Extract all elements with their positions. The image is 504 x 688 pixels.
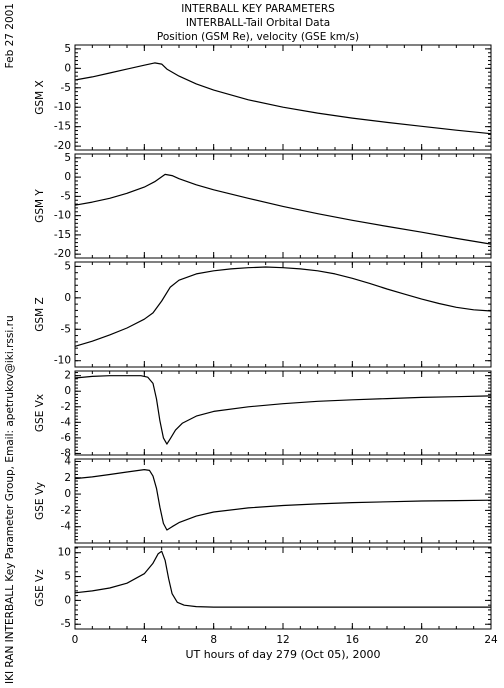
y-tick-label: 4 [64,455,71,467]
y-tick-label: 0 [64,292,71,304]
y-tick-label: 5 [64,152,71,164]
y-tick-label: -15 [54,121,71,133]
y-tick-label: -15 [54,229,71,241]
y-tick-label: -2 [61,504,71,516]
y-axis-label: GSE Vx [34,394,46,432]
y-tick-label: 2 [64,472,71,484]
x-tick-label: 0 [72,634,79,646]
y-tick-label: -10 [54,355,71,367]
y-axis-label: GSM Z [34,297,46,331]
y-tick-label: -4 [61,521,72,533]
panel-frame [74,370,492,456]
x-tick-label: 12 [276,634,289,646]
x-tick-label: 8 [210,634,217,646]
panel-frame [74,546,492,630]
y-tick-label: 5 [64,260,71,272]
y-tick-label: 0 [64,594,71,606]
y-tick-label: 10 [58,547,71,559]
title-line-2: INTERBALL-Tail Orbital Data [186,17,330,29]
y-tick-label: -5 [61,323,71,335]
x-tick-label: 16 [346,634,360,646]
series-line [74,375,492,445]
series-line [74,173,492,245]
y-tick-label: 0 [64,385,71,397]
y-tick-label: -5 [61,190,71,202]
panel-frame [74,44,492,151]
y-tick-label: 5 [64,43,71,55]
y-tick-label: -10 [54,101,71,113]
title-line-3: Position (GSM Re), velocity (GSE km/s) [157,31,359,43]
y-tick-label: -5 [61,618,71,630]
y-axis-label: GSM Y [34,189,46,223]
y-tick-label: 0 [64,171,71,183]
y-tick-label: -8 [61,447,71,459]
y-tick-label: 0 [64,488,71,500]
series-line [74,62,492,135]
x-axis-label: UT hours of day 279 (Oct 05), 2000 [185,648,380,661]
y-tick-label: 5 [64,571,71,583]
y-axis-label: GSM X [34,80,46,114]
y-tick-label: -10 [54,210,71,222]
y-tick-label: -20 [54,140,71,152]
title-line-1: INTERBALL KEY PARAMETERS [181,3,335,15]
x-tick-label: 20 [415,634,428,646]
series-line [74,266,492,347]
panel-frame [74,261,492,368]
y-tick-label: -4 [61,416,72,428]
series-line [74,469,492,531]
x-tick-label: 4 [141,634,148,646]
x-tick-label: 24 [484,634,498,646]
y-tick-label: 2 [64,370,71,382]
credit-label: IKI RAN INTERBALL Key Parameter Group, E… [4,315,16,684]
y-tick-label: 0 [64,62,71,74]
y-axis-label: GSE Vz [34,569,46,607]
series-line [74,550,491,608]
y-tick-label: -2 [61,401,71,413]
date-label: Feb 27 2001 [4,3,16,68]
y-tick-label: -5 [61,82,71,94]
y-axis-label: GSE Vy [34,482,46,520]
y-tick-label: -20 [54,248,71,260]
y-tick-label: -6 [61,432,72,444]
